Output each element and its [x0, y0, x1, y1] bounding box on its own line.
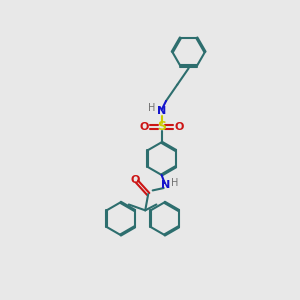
Text: S: S: [157, 120, 166, 133]
Text: N: N: [157, 106, 166, 116]
Text: O: O: [174, 122, 184, 132]
Text: H: H: [148, 103, 156, 113]
Text: N: N: [161, 180, 171, 190]
Text: H: H: [171, 178, 179, 188]
Text: O: O: [140, 122, 149, 132]
Text: O: O: [131, 175, 140, 185]
